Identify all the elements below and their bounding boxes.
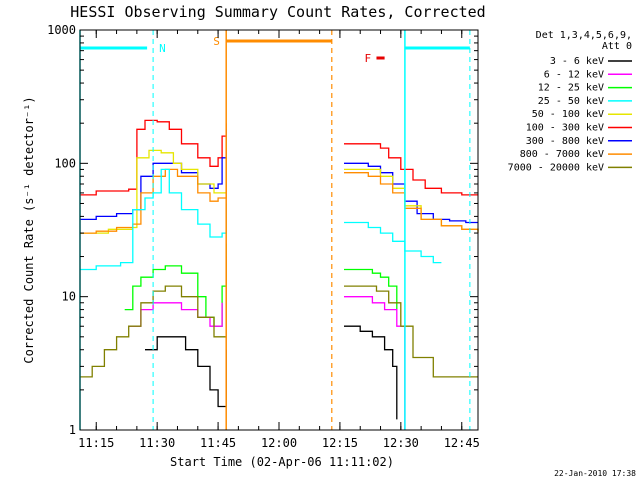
legend-label-6: 300 - 800 keV [526,136,604,147]
legend-label-8: 7000 - 20000 keV [508,162,604,173]
legend-header-1: Att 0 [602,41,632,52]
y-axis-label: Corrected Count Rate (s⁻¹ detector⁻¹) [22,96,36,363]
x-tick-label-2: 11:45 [200,436,236,450]
x-axis: 11:15 11:30 11:45 12:00 12:15 12:30 12:45 [78,30,480,450]
y-tick-label-1: 10 [62,290,76,304]
series-line-3-0 [80,148,227,234]
legend-label-3: 25 - 50 keV [538,96,604,107]
x-tick-label-6: 12:45 [444,436,480,450]
series-line-3-1 [344,172,479,234]
x-tick-label-3: 12:00 [261,436,297,450]
legend-header-0: Det 1,3,4,5,6,9, [536,30,632,41]
event-markers: N S F [79,30,471,430]
y-tick-label-2: 100 [54,156,76,170]
legend-label-4: 50 - 100 keV [532,109,604,120]
timestamp: 22-Jan-2010 17:38 [554,469,636,478]
legend-label-7: 800 - 7000 keV [520,149,604,160]
series-line-5-1 [344,268,398,310]
legend: Det 1,3,4,5,6,9,Att 0 3 - 6 keV 6 - 12 keV… [508,30,632,173]
saa-marker-label: S [213,35,220,48]
series-line-0-0 [80,119,227,196]
series-line-1-1 [344,162,478,224]
legend-label-5: 100 - 300 keV [526,123,604,134]
y-tick-label-3: 1000 [47,23,76,37]
series-line-4-1 [344,221,442,264]
night-marker-label: N [159,42,166,55]
flare-marker-label: F [364,52,371,65]
chart-title: HESSI Observing Summary Count Rates, Cor… [70,3,485,21]
plot-frame [79,29,479,431]
series-line-7-1 [344,285,478,378]
series-line-8-0 [145,336,227,408]
series-line-4-0 [80,168,227,271]
legend-label-1: 6 - 12 keV [544,69,604,80]
y-tick-label-0: 1 [69,423,76,437]
series-line-0-1 [344,143,478,196]
x-tick-label-5: 12:30 [383,436,419,450]
y-axis: 1 10 100 1000 [47,23,478,437]
series-line-8-1 [344,325,398,420]
series-line-6-1 [344,296,406,430]
x-tick-label-1: 11:30 [139,436,175,450]
legend-label-2: 12 - 25 keV [538,83,604,94]
x-tick-label-0: 11:15 [78,436,114,450]
x-axis-label: Start Time (02-Apr-06 11:11:02) [170,455,394,469]
legend-label-0: 3 - 6 keV [550,56,604,67]
plot-area [80,119,479,430]
series-line-6-0 [128,302,223,327]
x-tick-label-4: 12:15 [322,436,358,450]
series-line-5-0 [124,243,227,327]
